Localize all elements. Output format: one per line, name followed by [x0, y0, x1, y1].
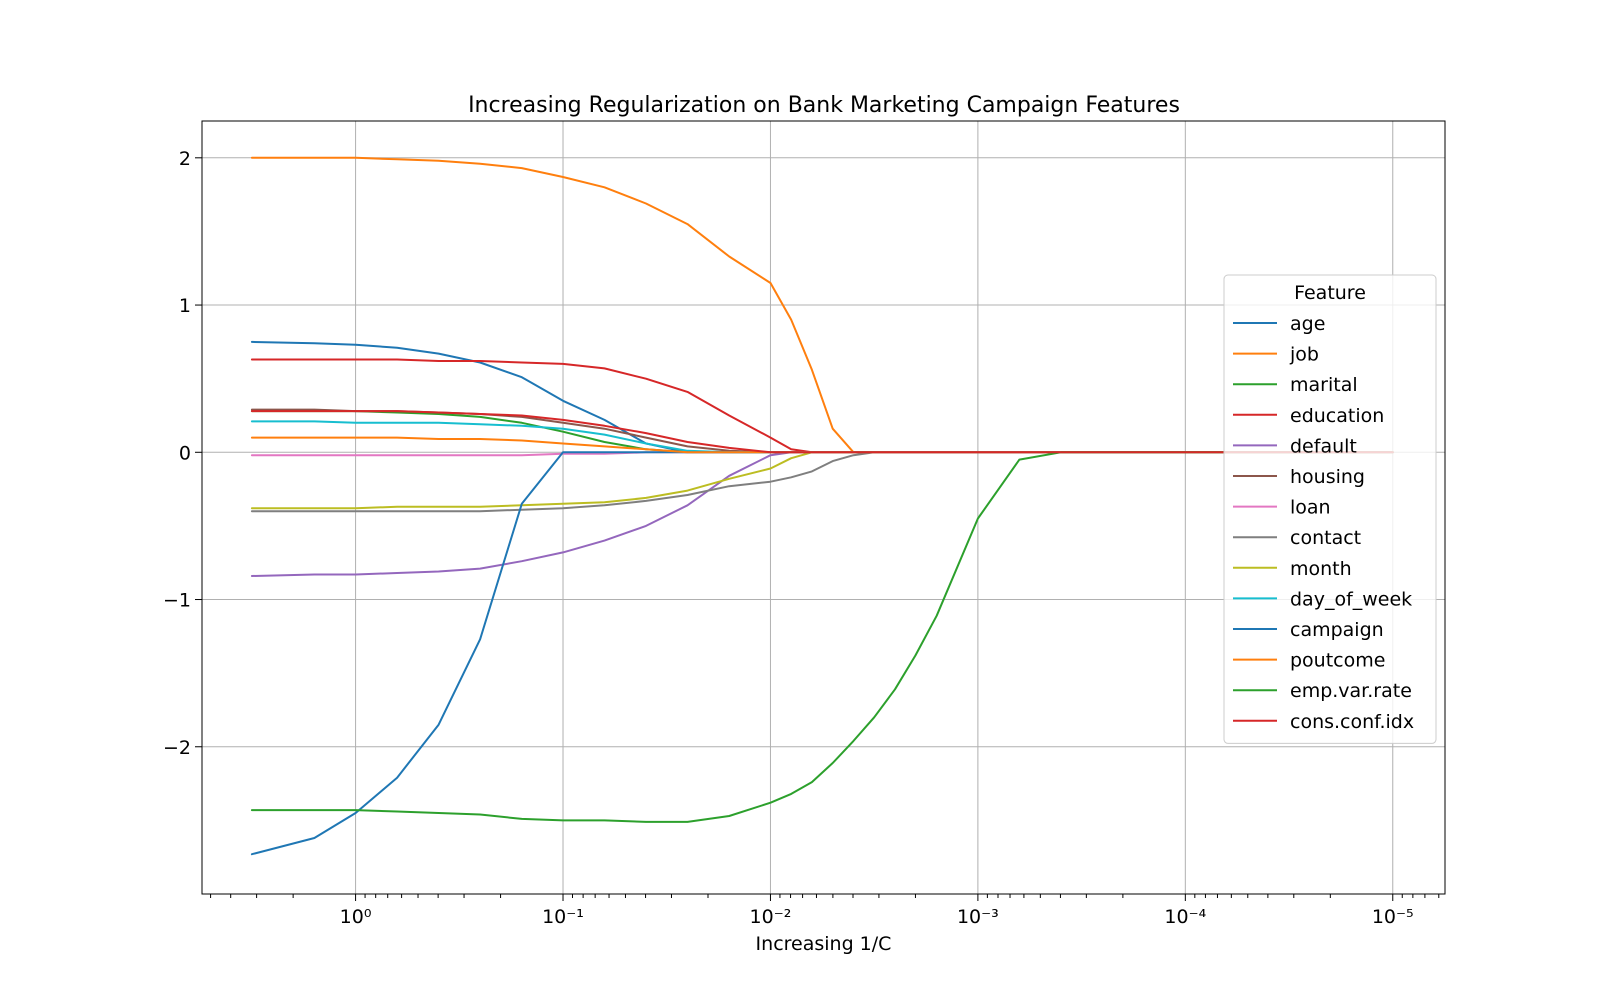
legend-entry: contact [1290, 527, 1361, 549]
axis-ticks: 10⁰ 10⁻¹ 10⁻² 10⁻³ 10⁻⁴ 10⁻⁵ 2 1 0 −1 −2 [163, 148, 1440, 928]
y-tick-label: 0 [179, 442, 191, 464]
legend-entry: loan [1290, 497, 1331, 519]
x-tick-label: 10⁻² [750, 906, 792, 928]
y-tick-label: 1 [179, 295, 191, 317]
legend-entry: job [1289, 344, 1319, 366]
x-tick-label: 10⁻³ [957, 906, 999, 928]
y-tick-label: 2 [179, 148, 191, 170]
series-line-cons-conf-idx [250, 410, 1394, 454]
series-lines [250, 156, 1394, 856]
legend-frame [1223, 274, 1437, 744]
x-tick-label: 10⁻⁵ [1372, 906, 1414, 928]
x-axis-label: Increasing 1/C [756, 933, 892, 955]
axes-frame [201, 120, 1446, 895]
y-tick-label: −2 [163, 737, 191, 759]
legend-entry: default [1290, 435, 1357, 457]
legend-entry: marital [1290, 374, 1358, 396]
legend-entry: poutcome [1290, 650, 1385, 672]
legend-entry: education [1290, 405, 1384, 427]
legend-entry: age [1290, 313, 1325, 335]
legend-entry: cons.conf.idx [1290, 711, 1414, 733]
x-tick-label: 10⁰ [340, 906, 372, 928]
legend-entry: day_of_week [1290, 588, 1412, 610]
legend-title: Feature [1294, 282, 1366, 304]
plot-area: 10⁰ 10⁻¹ 10⁻² 10⁻³ 10⁻⁴ 10⁻⁵ 2 1 0 −1 −2 [163, 120, 1446, 928]
chart-title: Increasing Regularization on Bank Market… [468, 93, 1180, 118]
legend-entry: housing [1290, 466, 1365, 488]
y-tick-label: −1 [163, 590, 191, 612]
legend-entry: campaign [1290, 619, 1384, 641]
legend-entry: month [1290, 558, 1352, 580]
x-tick-label: 10⁻⁴ [1164, 906, 1206, 928]
legend: Feature age job marital education default hous… [1223, 274, 1437, 744]
x-tick-label: 10⁻¹ [542, 906, 584, 928]
legend-entry: emp.var.rate [1290, 680, 1412, 702]
